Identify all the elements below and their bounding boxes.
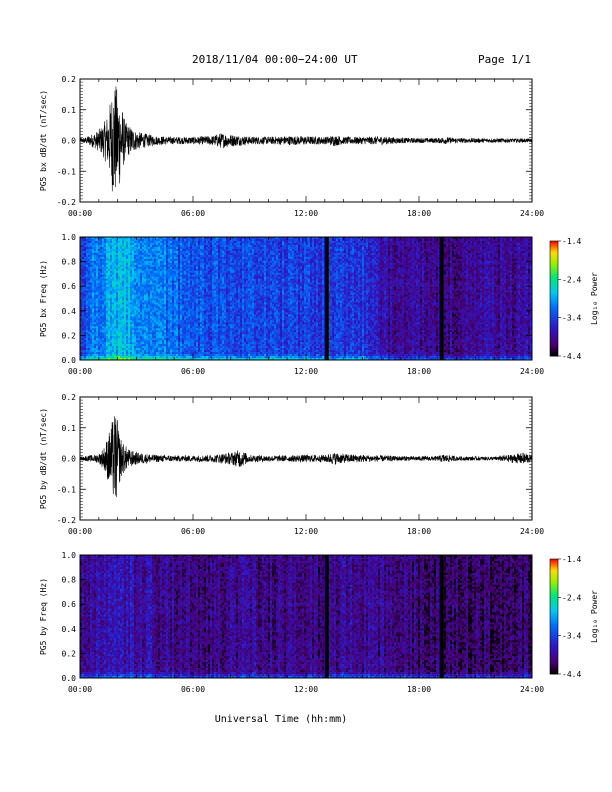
data-gap [439,237,444,360]
y-tick-label: 1.0 [62,551,77,560]
x-axis-label: Universal Time (hh:mm) [215,714,347,725]
colorbar-tick-label: -2.4 [562,275,581,284]
panel-4 [79,554,561,679]
panel-3 [79,396,533,521]
colorbar [549,558,561,675]
y-tick-label: 0.8 [62,258,77,267]
page-title: 2018/11/04 00:00−24:00 UT [192,53,358,66]
x-tick-label: 12:00 [294,685,318,694]
spectrogram-cells [80,237,533,361]
x-tick-label: 12:00 [294,367,318,376]
y-axis-label: PG5 by dB/dt (nT/sec) [39,408,48,509]
panel-2 [79,236,561,361]
data-gap [324,555,329,678]
x-tick-label: 18:00 [407,527,431,536]
x-tick-label: 00:00 [68,527,92,536]
y-tick-label: 1.0 [62,233,77,242]
y-tick-label: 0.1 [62,424,77,433]
y-tick-label: 0.4 [62,307,77,316]
x-tick-label: 00:00 [68,209,92,218]
waveform-trace [80,416,532,497]
colorbar-label: Log₁₀ Power [590,272,599,325]
page-number: Page 1/1 [478,53,531,66]
y-axis-label: PG5 bx Freq (Hz) [39,260,48,337]
y-tick-label: 0.4 [62,625,77,634]
colorbar-tick-label: -3.4 [562,632,581,641]
waveform-trace [80,86,532,192]
y-tick-label: 0.6 [62,282,77,291]
x-tick-label: 12:00 [294,209,318,218]
x-tick-label: 06:00 [181,527,205,536]
data-gap [439,555,444,678]
y-tick-label: 0.2 [62,75,77,84]
colorbar [549,240,561,357]
y-axis-label: PG5 bx dB/dt (nT/sec) [39,90,48,191]
y-tick-label: 0.2 [62,393,77,402]
spectrogram-cells [80,555,533,679]
colorbar-label: Log₁₀ Power [590,590,599,643]
colorbar-tick-label: -4.4 [562,670,581,679]
y-axis-label: PG5 by Freq (Hz) [39,578,48,655]
x-tick-label: 12:00 [294,527,318,536]
x-tick-label: 06:00 [181,367,205,376]
y-tick-label: -0.1 [57,167,76,176]
y-tick-label: 0.1 [62,106,77,115]
colorbar-tick-label: -2.4 [562,593,581,602]
x-tick-label: 24:00 [520,527,544,536]
y-tick-label: -0.1 [57,485,76,494]
x-tick-label: 18:00 [407,685,431,694]
y-tick-label: 0.2 [62,331,77,340]
colorbar-tick-label: -1.4 [562,237,581,246]
y-tick-label: 0.0 [62,455,77,464]
x-tick-label: 06:00 [181,685,205,694]
x-tick-label: 06:00 [181,209,205,218]
y-tick-label: 0.0 [62,137,77,146]
colorbar-tick-label: -3.4 [562,314,581,323]
x-tick-label: 18:00 [407,209,431,218]
x-tick-label: 24:00 [520,209,544,218]
x-tick-label: 00:00 [68,685,92,694]
y-tick-label: 0.8 [62,576,77,585]
x-tick-label: 18:00 [407,367,431,376]
y-tick-label: 0.0 [62,356,77,365]
y-tick-label: -0.2 [57,198,76,207]
y-tick-label: -0.2 [57,516,76,525]
y-tick-label: 0.2 [62,649,77,658]
x-tick-label: 24:00 [520,685,544,694]
x-tick-label: 00:00 [68,367,92,376]
colorbar-tick-label: -4.4 [562,352,581,361]
y-tick-label: 0.0 [62,674,77,683]
x-tick-label: 24:00 [520,367,544,376]
data-gap [324,237,329,360]
y-tick-label: 0.6 [62,600,77,609]
colorbar-tick-label: -1.4 [562,555,581,564]
panel-1 [79,78,533,203]
